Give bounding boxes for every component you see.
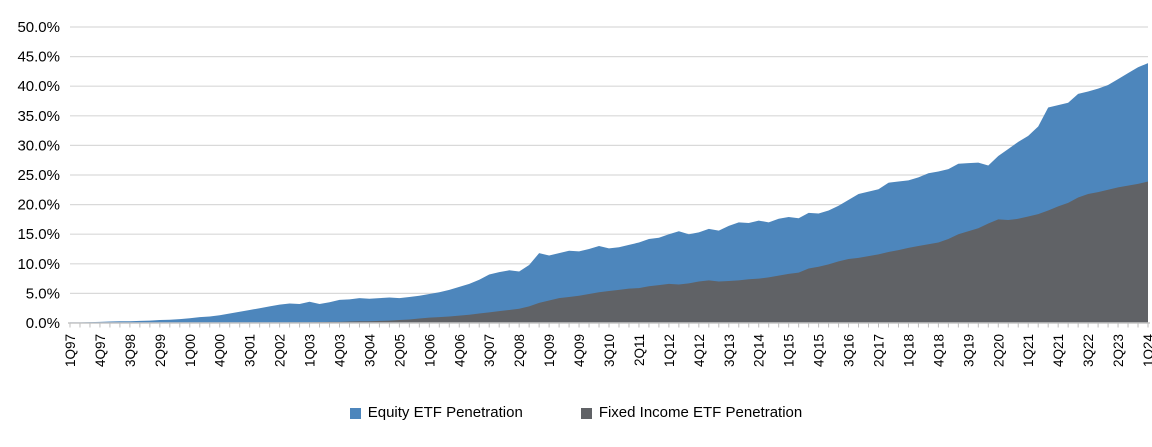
chart-legend: Equity ETF Penetration Fixed Income ETF … xyxy=(0,403,1152,423)
x-axis-label: 1Q06 xyxy=(422,334,437,367)
legend-label-fixed-income: Fixed Income ETF Penetration xyxy=(598,404,803,421)
x-axis-label: 1Q15 xyxy=(782,334,797,367)
x-axis-label: 1Q12 xyxy=(662,334,677,367)
fixed-income-area xyxy=(70,181,1148,323)
x-axis-label: 1Q03 xyxy=(303,334,318,367)
x-axis-label: 2Q11 xyxy=(632,334,647,366)
x-axis-label: 1Q97 xyxy=(63,334,78,367)
y-axis-label: 15.0% xyxy=(17,226,60,243)
x-axis-label: 3Q04 xyxy=(362,334,377,368)
x-axis-label: 3Q13 xyxy=(722,334,737,367)
x-axis-label: 4Q15 xyxy=(812,334,827,367)
x-axis-label: 2Q23 xyxy=(1111,334,1126,367)
x-axis-label: 2Q02 xyxy=(273,334,288,367)
x-axis-label: 2Q20 xyxy=(991,334,1006,367)
y-axis-label: 35.0% xyxy=(17,108,60,125)
x-axis-label: 3Q07 xyxy=(482,334,497,367)
y-axis-label: 10.0% xyxy=(17,256,60,273)
fixed-income-legend-swatch-icon xyxy=(580,407,592,419)
legend-item-fixed-income: Fixed Income ETF Penetration xyxy=(580,403,803,423)
equity-legend-swatch-icon xyxy=(349,407,361,419)
x-axis-label: 2Q08 xyxy=(512,334,527,367)
y-axis-label: 40.0% xyxy=(17,78,60,95)
x-axis-label: 1Q09 xyxy=(542,334,557,367)
x-axis-label: 4Q00 xyxy=(213,334,228,367)
x-axis-label: 2Q17 xyxy=(872,334,887,367)
x-axis-label: 3Q22 xyxy=(1081,334,1096,367)
x-axis-label: 3Q01 xyxy=(243,334,258,367)
x-axis-label: 1Q00 xyxy=(183,334,198,367)
x-axis-label: 2Q14 xyxy=(752,334,767,368)
x-axis-label: 4Q97 xyxy=(93,334,108,367)
x-axis-label: 4Q06 xyxy=(452,334,467,367)
x-axis-label: 3Q10 xyxy=(602,334,617,367)
x-axis-label: 1Q21 xyxy=(1021,334,1036,367)
legend-label-equity: Equity ETF Penetration xyxy=(367,404,523,421)
y-axis-label: 5.0% xyxy=(26,285,60,302)
y-axis-label: 45.0% xyxy=(17,49,60,66)
x-axis-label: 4Q18 xyxy=(931,334,946,367)
x-axis-label: 2Q05 xyxy=(392,334,407,367)
x-axis-label: 4Q03 xyxy=(333,334,348,367)
y-axis-label: 30.0% xyxy=(17,137,60,154)
y-axis-label: 20.0% xyxy=(17,197,60,214)
y-axis-label: 50.0% xyxy=(17,19,60,36)
x-axis-label: 4Q21 xyxy=(1051,334,1066,367)
x-axis-label: 1Q24 xyxy=(1141,334,1152,368)
y-axis-label: 25.0% xyxy=(17,167,60,184)
x-axis-label: 4Q12 xyxy=(692,334,707,367)
x-axis-label: 4Q09 xyxy=(572,334,587,367)
x-axis-label: 2Q99 xyxy=(153,334,168,367)
x-axis-label: 3Q16 xyxy=(842,334,857,367)
y-axis-label: 0.0% xyxy=(26,315,60,332)
x-axis-label: 3Q19 xyxy=(961,334,976,367)
x-axis-label: 3Q98 xyxy=(123,334,138,367)
legend-item-equity: Equity ETF Penetration xyxy=(349,403,523,423)
x-axis-label: 1Q18 xyxy=(901,334,916,367)
